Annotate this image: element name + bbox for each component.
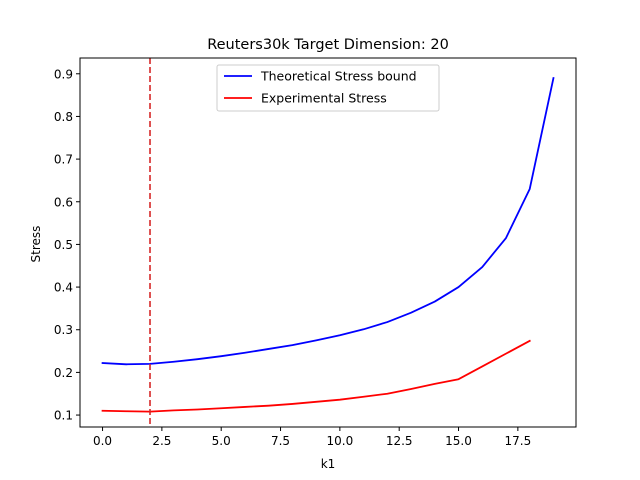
series-line-theoretical-stress-bound [101, 76, 555, 366]
y-axis: 0.1 0.2 0.3 0.4 0.5 0.6 0.7 0.8 0.9 [54, 67, 80, 423]
y-tick-label: 0.5 [54, 238, 73, 252]
y-tick-label: 0.7 [54, 153, 73, 167]
legend-box [216, 64, 440, 112]
x-tick-label: 7.5 [271, 434, 290, 448]
axes-frame [79, 57, 577, 428]
legend-label: Experimental Stress [261, 91, 387, 106]
y-tick-label: 0.9 [54, 67, 73, 81]
y-tick-label: 0.4 [54, 281, 73, 295]
y-axis-label: Stress [29, 226, 43, 263]
y-tick-label: 0.3 [54, 323, 73, 337]
x-tick-label: 17.5 [504, 434, 531, 448]
y-tick-label: 0.2 [54, 366, 73, 380]
legend: Theoretical Stress bound Experimental Str… [216, 64, 440, 112]
x-tick-label: 10.0 [327, 434, 354, 448]
chart-title: Reuters30k Target Dimension: 20 [207, 37, 449, 53]
x-axis: 0.0 2.5 5.0 7.5 10.0 12.5 15.0 17.5 [93, 427, 531, 448]
x-axis-label: k1 [321, 457, 336, 471]
x-tick-label: 5.0 [212, 434, 231, 448]
x-tick-label: 12.5 [386, 434, 413, 448]
y-tick-label: 0.6 [54, 195, 73, 209]
x-tick-label: 0.0 [93, 434, 112, 448]
legend-label: Theoretical Stress bound [260, 69, 417, 84]
plot-area [79, 57, 577, 428]
x-tick-label: 2.5 [152, 434, 171, 448]
y-tick-label: 0.1 [54, 409, 73, 423]
x-tick-label: 15.0 [445, 434, 472, 448]
series-line-experimental-stress [101, 339, 531, 413]
y-tick-label: 0.8 [54, 110, 73, 124]
